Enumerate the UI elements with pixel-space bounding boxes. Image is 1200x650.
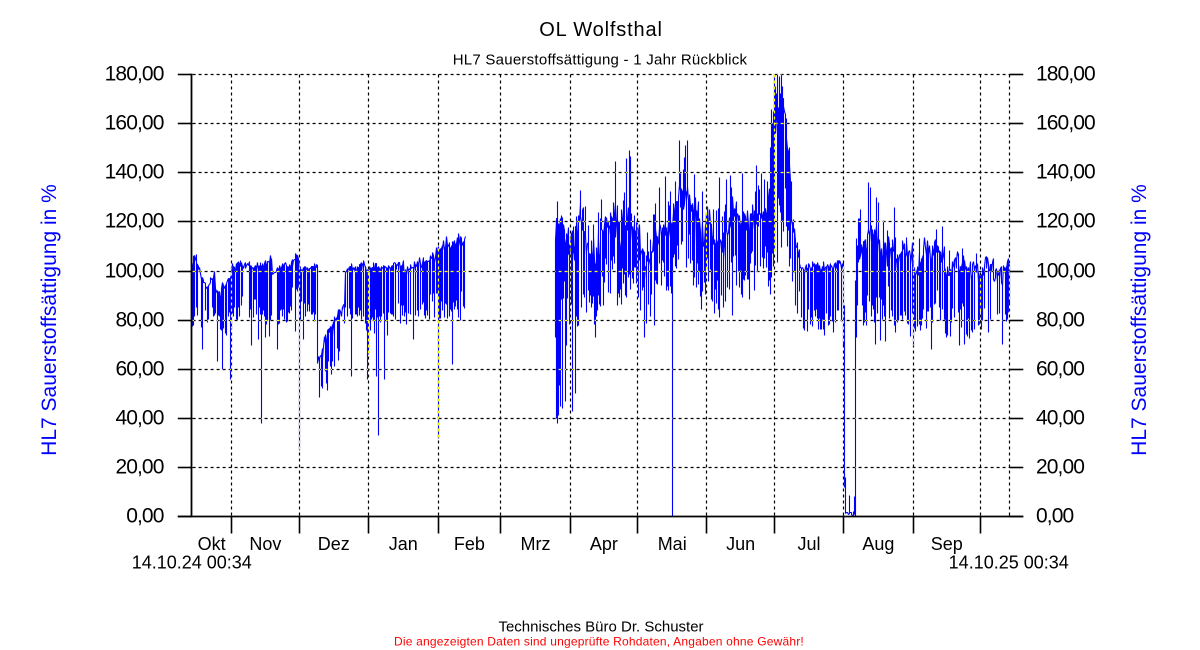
svg-text:Mrz: Mrz bbox=[521, 534, 551, 554]
svg-text:14.10.24 00:34: 14.10.24 00:34 bbox=[132, 553, 252, 573]
svg-text:Die angezeigten Daten sind ung: Die angezeigten Daten sind ungeprüfte Ro… bbox=[394, 635, 804, 649]
svg-text:HL7 Sauerstoffsättigung in %: HL7 Sauerstoffsättigung in % bbox=[1128, 184, 1151, 456]
svg-text:Aug: Aug bbox=[862, 534, 894, 554]
svg-text:120,00: 120,00 bbox=[1036, 210, 1095, 233]
svg-text:14.10.25 00:34: 14.10.25 00:34 bbox=[949, 553, 1069, 573]
svg-text:100,00: 100,00 bbox=[105, 260, 164, 283]
svg-text:180,00: 180,00 bbox=[1036, 63, 1095, 86]
svg-text:Okt: Okt bbox=[198, 534, 226, 554]
svg-text:160,00: 160,00 bbox=[105, 112, 164, 135]
svg-text:60,00: 60,00 bbox=[1036, 358, 1084, 381]
svg-text:HL7 Sauerstoffsättigung in %: HL7 Sauerstoffsättigung in % bbox=[38, 184, 61, 456]
svg-text:40,00: 40,00 bbox=[1036, 407, 1084, 430]
svg-text:0,00: 0,00 bbox=[1036, 505, 1073, 528]
svg-text:Apr: Apr bbox=[590, 534, 618, 554]
svg-text:80,00: 80,00 bbox=[115, 309, 163, 332]
svg-text:140,00: 140,00 bbox=[1036, 161, 1095, 184]
svg-text:100,00: 100,00 bbox=[1036, 260, 1095, 283]
svg-text:140,00: 140,00 bbox=[105, 161, 164, 184]
svg-text:Sep: Sep bbox=[931, 534, 963, 554]
svg-text:Feb: Feb bbox=[454, 534, 485, 554]
svg-text:Mai: Mai bbox=[658, 534, 687, 554]
svg-text:120,00: 120,00 bbox=[105, 210, 164, 233]
svg-text:40,00: 40,00 bbox=[115, 407, 163, 430]
svg-text:Technisches Büro Dr. Schuster: Technisches Büro Dr. Schuster bbox=[498, 619, 703, 636]
svg-text:Dez: Dez bbox=[318, 534, 350, 554]
svg-text:160,00: 160,00 bbox=[1036, 112, 1095, 135]
svg-text:20,00: 20,00 bbox=[115, 456, 163, 479]
svg-text:Jan: Jan bbox=[389, 534, 418, 554]
svg-text:Nov: Nov bbox=[249, 534, 281, 554]
svg-text:180,00: 180,00 bbox=[105, 63, 164, 86]
svg-text:0,00: 0,00 bbox=[126, 505, 163, 528]
svg-text:Jun: Jun bbox=[726, 534, 755, 554]
svg-text:HL7 Sauerstoffsättigung - 1 Ja: HL7 Sauerstoffsättigung - 1 Jahr Rückbli… bbox=[453, 52, 748, 69]
svg-text:OL Wolfsthal: OL Wolfsthal bbox=[539, 19, 663, 41]
svg-text:20,00: 20,00 bbox=[1036, 456, 1084, 479]
svg-text:80,00: 80,00 bbox=[1036, 309, 1084, 332]
svg-text:60,00: 60,00 bbox=[115, 358, 163, 381]
svg-text:Jul: Jul bbox=[797, 534, 820, 554]
